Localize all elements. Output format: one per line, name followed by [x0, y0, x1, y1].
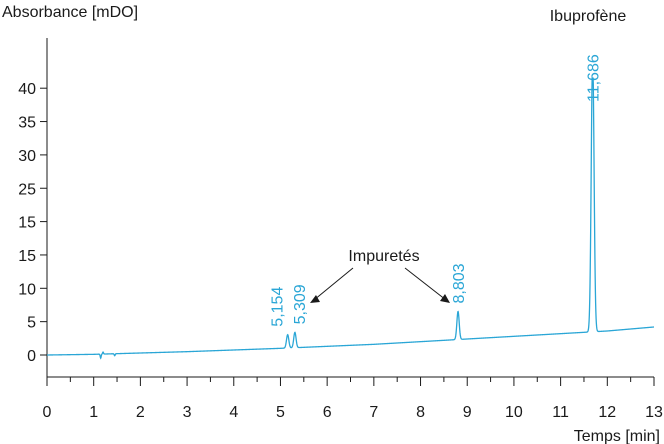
- y-tick-label: 15: [18, 215, 36, 232]
- impurity-arrow-right: [404, 267, 447, 301]
- ibuprofen-annotation: Ibuprofène: [550, 8, 627, 25]
- y-tick-label: 25: [18, 181, 36, 198]
- y-tick-label: 30: [18, 148, 36, 165]
- x-tick-label: 5: [276, 404, 285, 421]
- y-axis: 0 5 10 15 15 25 30 35 40: [18, 38, 48, 377]
- impurity-arrowhead-left: [310, 295, 320, 303]
- peak-label: 5,309: [292, 284, 309, 324]
- x-tick-label: 1: [89, 404, 98, 421]
- x-tick-label: 7: [369, 404, 378, 421]
- y-tick-label: 15: [18, 248, 36, 265]
- x-tick-label: 4: [229, 404, 238, 421]
- y-tick-label: 0: [27, 348, 36, 365]
- y-tick-label: 40: [18, 81, 36, 98]
- x-tick-label: 11: [552, 404, 569, 421]
- impurity-arrowhead-right: [440, 294, 450, 303]
- peak-label: 5,154: [270, 287, 287, 327]
- x-tick-label: 9: [463, 404, 472, 421]
- x-tick-label: 2: [136, 404, 145, 421]
- impurities-annotation: Impuretés: [348, 248, 419, 265]
- x-tick-label: 10: [505, 404, 523, 421]
- x-tick-label: 3: [183, 404, 192, 421]
- x-tick-label: 8: [416, 404, 425, 421]
- peak-labels: 5,154 5,309 8,803 11,686: [270, 54, 603, 327]
- annotations: Absorbance [mDO] Temps [min] Impuretés I…: [2, 4, 660, 444]
- chromatogram-trace: [47, 77, 655, 360]
- x-tick-label: 13: [645, 404, 663, 421]
- y-tick-label: 35: [18, 115, 36, 132]
- y-tick-label: 5: [27, 315, 36, 332]
- y-axis-label: Absorbance [mDO]: [2, 4, 138, 21]
- x-tick-label: 0: [43, 404, 52, 421]
- x-axis: 0 1 2 3 4 5 6 7 8 9 10 11 12 13: [43, 376, 663, 421]
- x-axis-label: Temps [min]: [574, 428, 660, 444]
- impurity-arrow-left: [313, 267, 354, 301]
- peak-label: 11,686: [586, 54, 603, 102]
- x-tick-label: 12: [598, 404, 616, 421]
- y-tick-label: 10: [18, 281, 36, 298]
- peak-label: 8,803: [451, 263, 468, 303]
- x-tick-label: 6: [323, 404, 332, 421]
